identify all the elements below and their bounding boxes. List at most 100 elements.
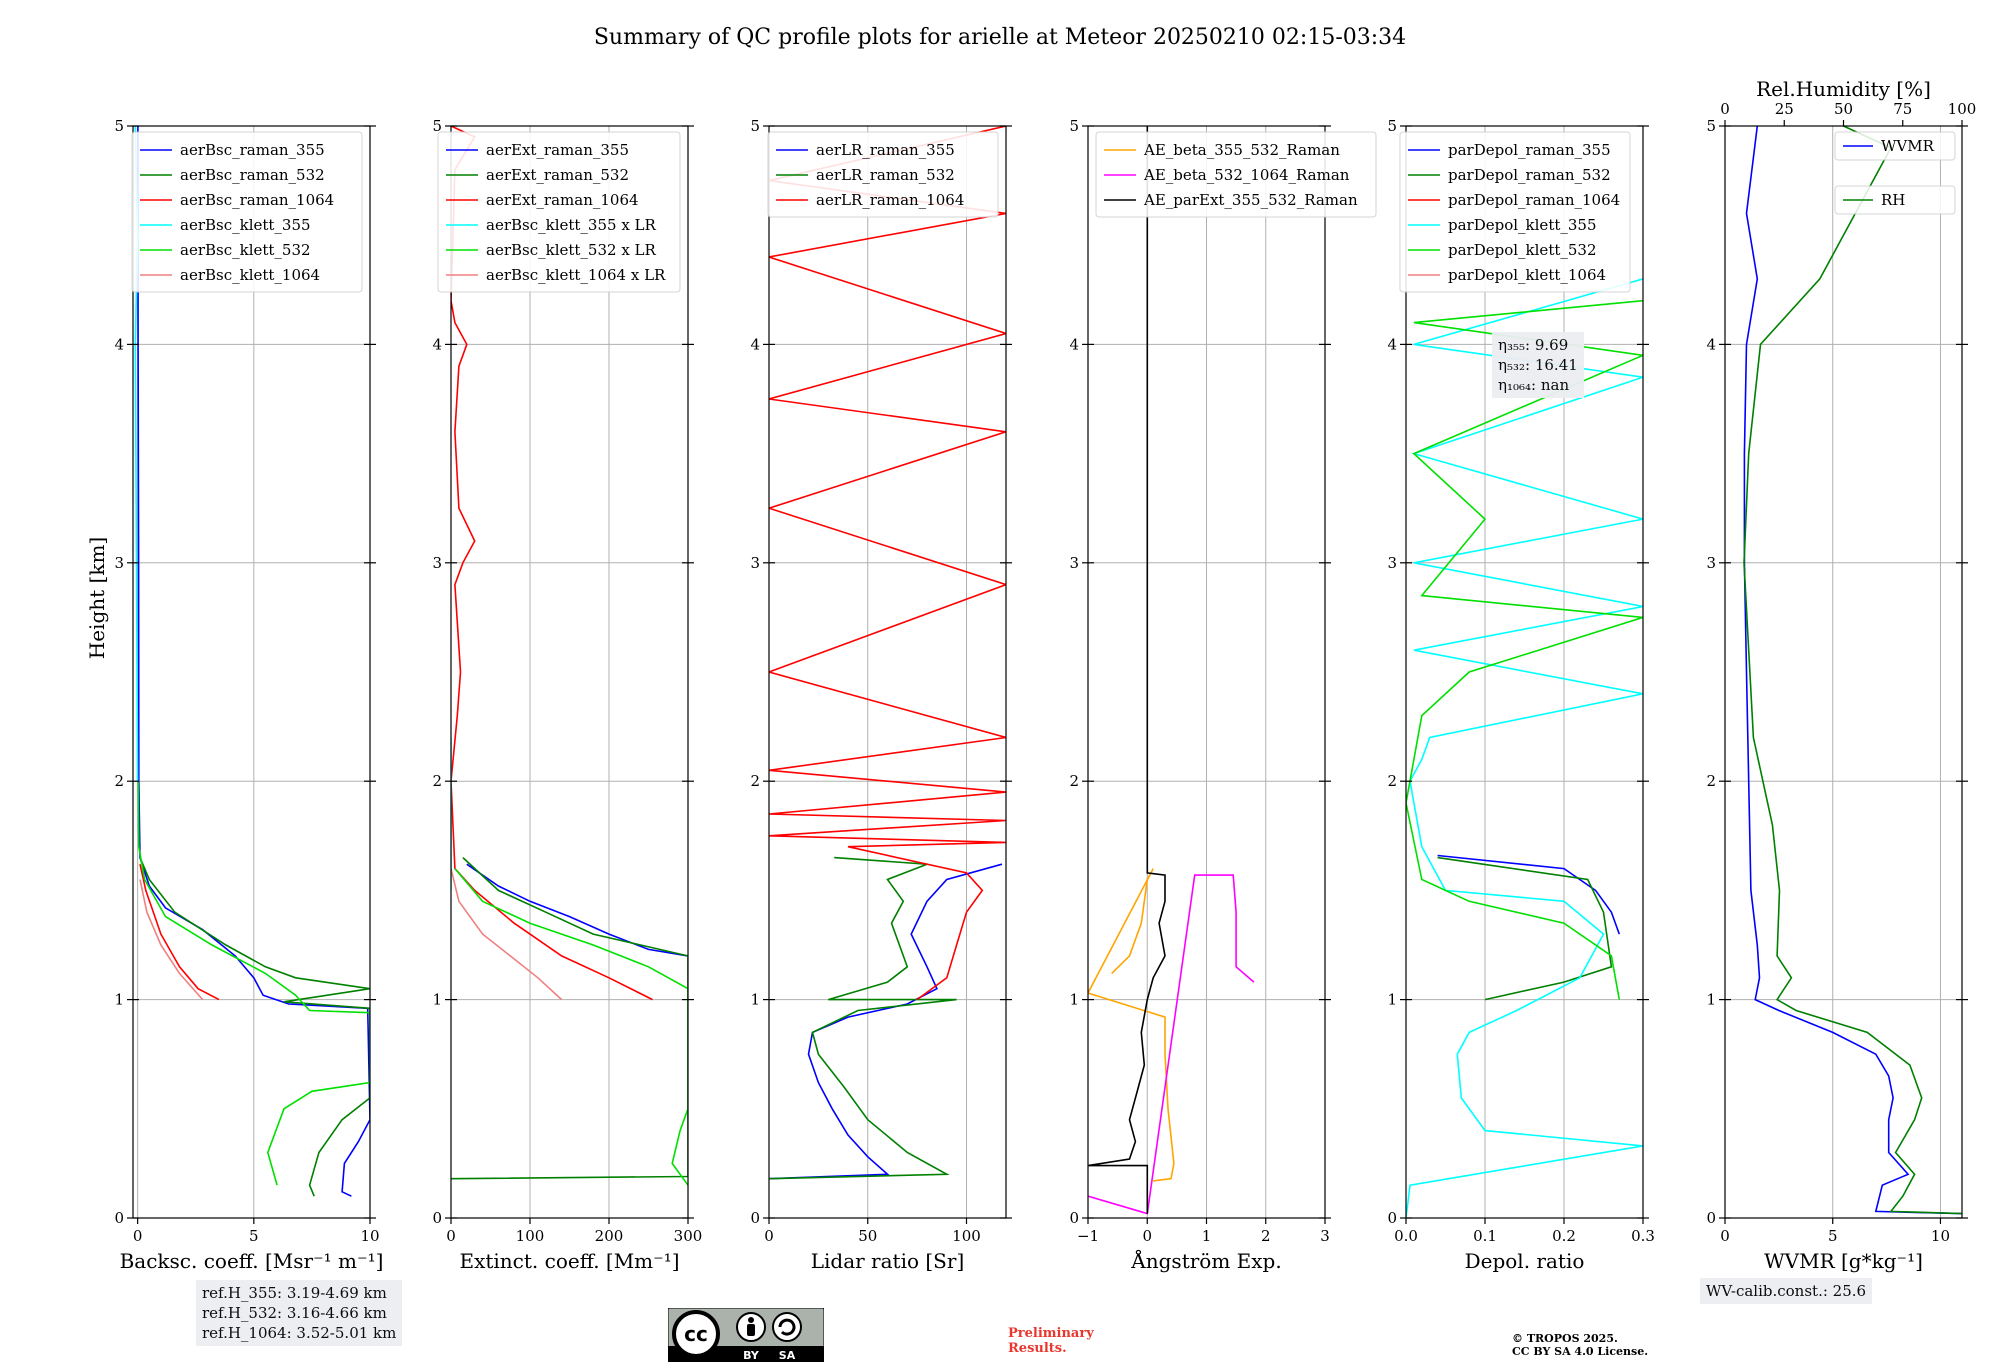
legend: WVMR RH (1834, 131, 1956, 215)
copyright-note: © TROPOS 2025. CC BY SA 4.0 License. (1512, 1332, 1648, 1358)
y-tick-label: 1 (432, 991, 442, 1009)
y-tick-label: 4 (1387, 335, 1397, 353)
legend-entry: RH (1881, 191, 1905, 209)
series-line-AE_parExt_355_532_Raman (1088, 126, 1166, 1214)
series-group (769, 126, 1006, 1180)
top-x-tick-label: 0 (1720, 100, 1730, 118)
series-line-aerBsc_klett_1064 (139, 879, 204, 1001)
top-x-tick-label: 25 (1775, 100, 1794, 118)
y-tick-label: 3 (114, 554, 124, 572)
series-line-aerBsc_raman_1064 (139, 864, 220, 1001)
series-line-aerBsc_raman_532 (139, 857, 370, 1197)
y-tick-label: 4 (114, 335, 124, 353)
top-x-tick-label: 100 (1948, 100, 1977, 118)
x-axis-label: Depol. ratio (1465, 1249, 1585, 1273)
legend: parDepol_raman_355 parDepol_raman_532 parD… (1399, 131, 1631, 293)
eta-1064: η₁₀₆₄: nan (1498, 376, 1570, 394)
legend-entry: AE_beta_532_1064_Raman (1143, 166, 1350, 184)
x-tick-label: 50 (858, 1227, 877, 1245)
legend-entry: aerBsc_raman_532 (180, 166, 325, 184)
y-tick-label: 0 (1069, 1209, 1079, 1227)
x-axis-label: Backsc. coeff. [Msr⁻¹ m⁻¹] (120, 1249, 384, 1273)
legend-entry: aerExt_raman_532 (486, 166, 629, 184)
x-tick-label: 5 (249, 1227, 259, 1245)
series-line-aerExt_raman_355 (466, 863, 688, 957)
legend: aerBsc_raman_355 aerBsc_raman_532 aerBsc_r… (131, 131, 363, 293)
plot-frame (450, 125, 689, 1219)
x-tick-label: 0 (1142, 1227, 1152, 1245)
legend-entry: WVMR (1881, 137, 1935, 155)
preliminary-line-2: Results. (1008, 1341, 1067, 1356)
y-tick-label: 5 (1069, 117, 1079, 135)
top-x-tick-label: 50 (1834, 100, 1853, 118)
y-tick-label: 5 (750, 117, 760, 135)
legend-entry: aerBsc_raman_355 (180, 141, 325, 159)
series-line-aerLR_raman_1064 (769, 126, 1006, 1001)
x-tick-label: 1 (1202, 1227, 1212, 1245)
y-tick-label: 2 (1069, 772, 1079, 790)
series-line-aerLR_raman_532 (769, 856, 957, 1180)
x-tick-label: 5 (1828, 1227, 1838, 1245)
series-line-AE_beta_532_1064_Raman (1088, 874, 1255, 1215)
series-line-aerExt_raman_1064 (451, 126, 653, 1001)
y-tick-label: 5 (1706, 117, 1716, 135)
y-tick-label: 2 (1706, 772, 1716, 790)
x-axis-label: Extinct. coeff. [Mm⁻¹] (459, 1249, 679, 1273)
series-group (1743, 126, 1962, 1215)
legend-entry: aerLR_raman_355 (816, 141, 955, 159)
plot-frame (132, 125, 371, 1219)
legend-entry: aerBsc_klett_532 x LR (486, 241, 657, 259)
legend-entry: parDepol_klett_1064 (1448, 266, 1606, 284)
x-tick-label: 0 (446, 1227, 456, 1245)
plot-frame (1405, 125, 1644, 1219)
legend-box (437, 131, 681, 293)
ref-height-355: ref.H_355: 3.19-4.69 km (202, 1284, 387, 1302)
wv-calib-box: WV-calib.const.: 25.6 (1700, 1278, 1873, 1304)
eta-532: η₅₃₂: 16.41 (1498, 356, 1578, 374)
series-line-parDepol_klett_532 (1406, 299, 1643, 1000)
y-tick-label: 0 (432, 1209, 442, 1227)
panel-backscatter: 0 1 2 3 4 5 0 5 10 Backsc. coeff. [Msr⁻¹ m⁻¹] aerB… (114, 117, 383, 1273)
y-tick-label: 0 (1387, 1209, 1397, 1227)
legend-entry: aerBsc_klett_355 (180, 216, 311, 234)
y-tick-label: 4 (432, 335, 442, 353)
y-axis-label: Height [km] (85, 537, 109, 659)
y-tick-label: 1 (114, 991, 124, 1009)
ref-height-1064: ref.H_1064: 3.52-5.01 km (202, 1324, 397, 1342)
y-tick-label: 2 (114, 772, 124, 790)
legend-entry: aerBsc_klett_355 x LR (486, 216, 657, 234)
series-line-aerExt_raman_532 (451, 857, 688, 1180)
x-tick-label: 200 (595, 1227, 624, 1245)
copyright-line-1: © TROPOS 2025. (1512, 1332, 1618, 1345)
series-line-parDepol_raman_355 (1437, 854, 1621, 935)
series-line-WVMR (1743, 126, 1962, 1215)
x-tick-label: 100 (952, 1227, 981, 1245)
y-tick-label: 0 (750, 1209, 760, 1227)
legend-entry: parDepol_raman_1064 (1448, 191, 1620, 209)
legend-box (1095, 131, 1377, 218)
legend: aerLR_raman_355 aerLR_raman_532 aerLR_rama… (767, 131, 999, 218)
y-tick-label: 5 (114, 117, 124, 135)
series-line-aerBsc_klett_532 x LR (454, 868, 688, 1186)
legend-entry: aerExt_raman_355 (486, 141, 629, 159)
y-tick-label: 4 (1069, 335, 1079, 353)
y-tick-label: 3 (432, 554, 442, 572)
plot-frame (1724, 125, 1963, 1219)
x-tick-label: −1 (1077, 1227, 1099, 1245)
x-tick-label: 100 (516, 1227, 545, 1245)
wv-calib-text: WV-calib.const.: 25.6 (1706, 1282, 1867, 1300)
top-x-tick-label: 75 (1893, 100, 1912, 118)
panel-extinction: 0 1 2 3 4 5 0 100 200 300 Extinct. coeff. [Mm⁻¹] ae… (432, 117, 702, 1273)
top-x-axis-label: Rel.Humidity [%] (1756, 77, 1931, 101)
x-tick-label: 0.3 (1631, 1227, 1655, 1245)
series-line-aerBsc_klett_532 (137, 781, 370, 1186)
legend-entry: aerLR_raman_1064 (816, 191, 964, 209)
legend-entry: aerBsc_klett_1064 x LR (486, 266, 666, 284)
legend-entry: parDepol_klett_355 (1448, 216, 1597, 234)
x-axis-label: Ångström Exp. (1130, 1248, 1281, 1273)
y-tick-label: 1 (750, 991, 760, 1009)
y-tick-label: 2 (750, 772, 760, 790)
y-tick-label: 1 (1706, 991, 1716, 1009)
x-tick-label: 10 (360, 1227, 379, 1245)
